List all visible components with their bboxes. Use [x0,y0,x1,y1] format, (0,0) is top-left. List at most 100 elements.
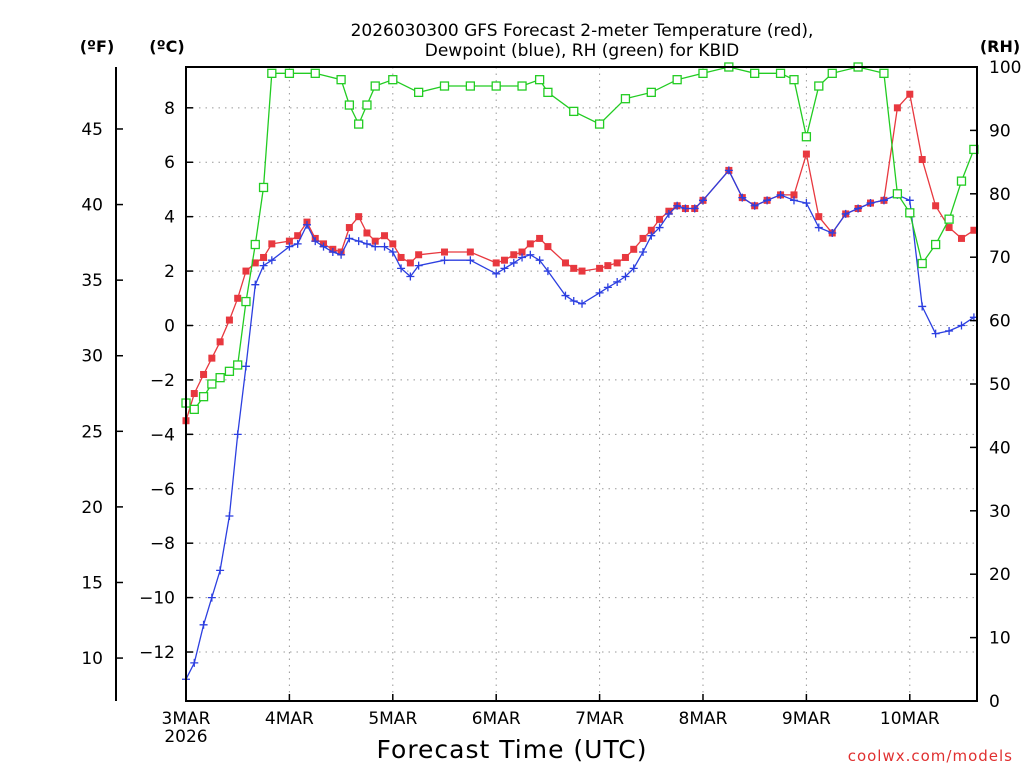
celsius-tick-label: 4 [164,208,175,228]
temperature-point [815,213,823,221]
dewpoint-point [841,209,850,218]
celsius-tick-label: −4 [150,425,175,445]
celsius-tick-label: −8 [150,534,175,554]
rh-tick-label: 40 [989,438,1011,458]
rh-point [750,68,760,78]
temperature-point [371,237,379,245]
dewpoint-point [500,264,509,273]
x-tick-label: 5MAR [368,709,417,729]
rh-point [917,258,927,269]
rh-point [594,119,605,129]
fahrenheit-tick-label: 20 [81,498,103,518]
dewpoint-point [543,267,552,276]
temperature-point [639,234,647,242]
grid-layer [186,67,977,701]
temperature-point [604,262,612,270]
celsius-tick-label: 2 [164,262,175,282]
x-tick-sublabel: 2026 [164,727,207,747]
dewpoint-point [241,362,250,371]
temperature-point [345,224,353,232]
dewpoint-point [362,239,371,248]
dewpoint-point [673,201,682,210]
dewpoint-point [397,264,406,273]
dewpoint-point [945,326,954,335]
dewpoint-point [440,256,449,265]
temperature-point [945,224,953,232]
rh-point [224,366,235,376]
dewpoint-point [293,239,302,248]
temperature-point [466,248,474,256]
temperature-point [570,264,578,272]
celsius-tick-label: −2 [150,371,175,391]
rh-point [814,81,824,91]
rh-point [250,239,260,250]
temperature-point [932,202,940,210]
dewpoint-point [492,269,501,278]
rh-point [465,81,475,91]
temperature-point [656,215,664,223]
dewpoint-point [311,237,320,246]
rh-point [956,176,967,186]
rh-point [258,182,269,193]
dewpoint-point [931,329,940,338]
temperature-point [242,267,250,275]
x-tick-label: 4MAR [265,709,314,729]
temperature-point [561,259,569,267]
rh-point [620,94,631,104]
dewpoint-point [639,248,648,257]
temperature-point [518,248,526,256]
dewpoint-point [561,291,570,300]
dewpoint-point [763,196,772,205]
dewpoint-point [518,253,527,262]
rh-point [207,379,217,389]
rh-point [879,68,889,78]
temperature-point [647,226,655,234]
dewpoint-point [190,658,199,667]
celsius-tick-label: 8 [164,99,175,119]
dewpoint-point [647,231,656,240]
fahrenheit-tick-label: 25 [81,422,103,442]
fahrenheit-tick-label: 15 [81,573,103,593]
celsius-tick-label: −10 [139,589,175,609]
dewpoint-point [380,242,389,251]
rh-tick-label: 90 [989,121,1011,141]
fahrenheit-tick-label: 30 [81,347,103,367]
temperature-point [957,234,965,242]
dewpoint-point [251,280,260,289]
temperature-point [251,259,259,267]
temperature-point [893,104,901,112]
temperature-point [225,316,233,324]
rh-point [388,75,398,85]
temperature-point [536,234,544,242]
temperature-point [285,237,293,245]
dewpoint-point [509,258,518,267]
dewpoint-point [621,272,630,281]
x-tick-label: 10MAR [880,709,940,729]
rh-point [491,81,501,91]
dewpoint-point [302,220,311,229]
rh-point [413,87,424,98]
rh-point [310,68,320,78]
rh-point [944,214,954,224]
rh-point [354,119,364,129]
temperature-point [906,90,914,98]
dewpoint-point [371,242,380,251]
dewpoint-point [690,204,699,213]
temperature-point [216,338,224,346]
celsius-tick-label: −6 [150,480,175,500]
temperature-point [200,370,208,378]
dewpoint-point [285,242,294,251]
rh-point [534,75,545,85]
temperature-point [526,240,534,248]
dewpoint-point [613,277,622,286]
rh-tick-label: 60 [989,312,1011,332]
rh-point [775,68,786,78]
dewpoint-point [406,272,415,281]
dewpoint-point [655,223,664,232]
dewpoint-point [199,620,208,629]
dewpoint-point [738,193,747,202]
temperature-point [578,267,586,275]
x-tick-label: 3MAR [162,709,211,729]
temperature-point [363,229,371,237]
rh-tick-label: 30 [989,502,1011,522]
